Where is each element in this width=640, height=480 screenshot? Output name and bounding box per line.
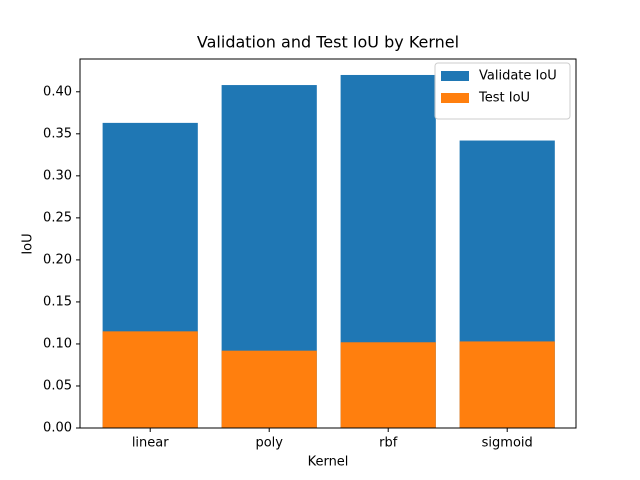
legend-swatch	[441, 71, 469, 81]
y-tick-label: 0.15	[43, 294, 72, 309]
chart-title: Validation and Test IoU by Kernel	[197, 33, 459, 52]
legend-label: Test IoU	[478, 91, 530, 106]
bar	[459, 341, 555, 428]
x-tick-label: poly	[255, 436, 283, 451]
y-axis-label: IoU	[21, 233, 36, 254]
legend-swatch	[441, 93, 469, 103]
bar	[102, 331, 198, 428]
y-tick-label: 0.10	[43, 336, 72, 351]
x-tick-label: rbf	[379, 436, 398, 451]
y-tick-label: 0.40	[43, 84, 72, 99]
y-tick-label: 0.00	[43, 421, 72, 436]
y-tick-label: 0.35	[43, 126, 72, 141]
bar	[221, 350, 317, 428]
x-tick-label: linear	[132, 436, 169, 451]
x-axis-label: Kernel	[308, 455, 349, 470]
y-tick-label: 0.25	[43, 210, 72, 225]
y-tick-label: 0.20	[43, 252, 72, 267]
legend-label: Validate IoU	[479, 69, 557, 84]
plot-frame	[79, 58, 577, 429]
bar	[340, 342, 436, 428]
y-tick-label: 0.05	[43, 378, 72, 393]
y-tick-label: 0.30	[43, 168, 72, 183]
x-tick-label: sigmoid	[482, 436, 533, 451]
